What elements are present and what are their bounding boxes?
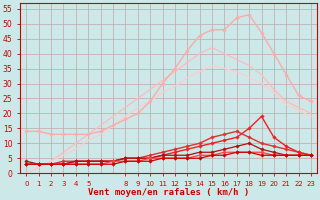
X-axis label: Vent moyen/en rafales ( km/h ): Vent moyen/en rafales ( km/h )	[88, 188, 249, 197]
